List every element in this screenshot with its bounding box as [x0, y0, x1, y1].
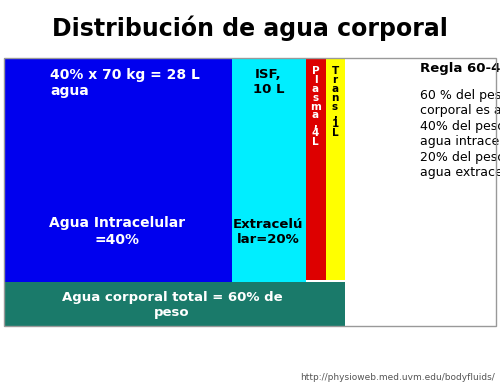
- Bar: [4, 282, 344, 326]
- Text: ISF,
10 L: ISF, 10 L: [253, 68, 284, 96]
- Text: Distribución de agua corporal: Distribución de agua corporal: [52, 15, 448, 41]
- Bar: [326, 58, 344, 280]
- Text: 60 % del peso
corporal es agua
40% del peso es
agua intracelular
20% del peso es: 60 % del peso corporal es agua 40% del p…: [420, 89, 500, 179]
- Text: Regla 60-40-20:: Regla 60-40-20:: [420, 62, 500, 75]
- Text: Agua Intracelular
=40%: Agua Intracelular =40%: [50, 217, 186, 247]
- Bar: [306, 58, 326, 280]
- Bar: [232, 58, 306, 326]
- Text: P
l
a
s
m
a
,
4
L: P l a s m a , 4 L: [310, 66, 321, 147]
- Text: T
r
a
n
s
,
1
L: T r a n s , 1 L: [332, 66, 338, 138]
- Text: http://physioweb.med.uvm.edu/bodyfluids/: http://physioweb.med.uvm.edu/bodyfluids/: [300, 373, 495, 382]
- Bar: [4, 58, 496, 326]
- Text: Agua corporal total = 60% de
peso: Agua corporal total = 60% de peso: [62, 291, 282, 319]
- Text: Extracelú
lar=20%: Extracelú lar=20%: [233, 218, 304, 245]
- Text: 40% x 70 kg = 28 L
agua: 40% x 70 kg = 28 L agua: [50, 68, 200, 98]
- Bar: [4, 58, 232, 326]
